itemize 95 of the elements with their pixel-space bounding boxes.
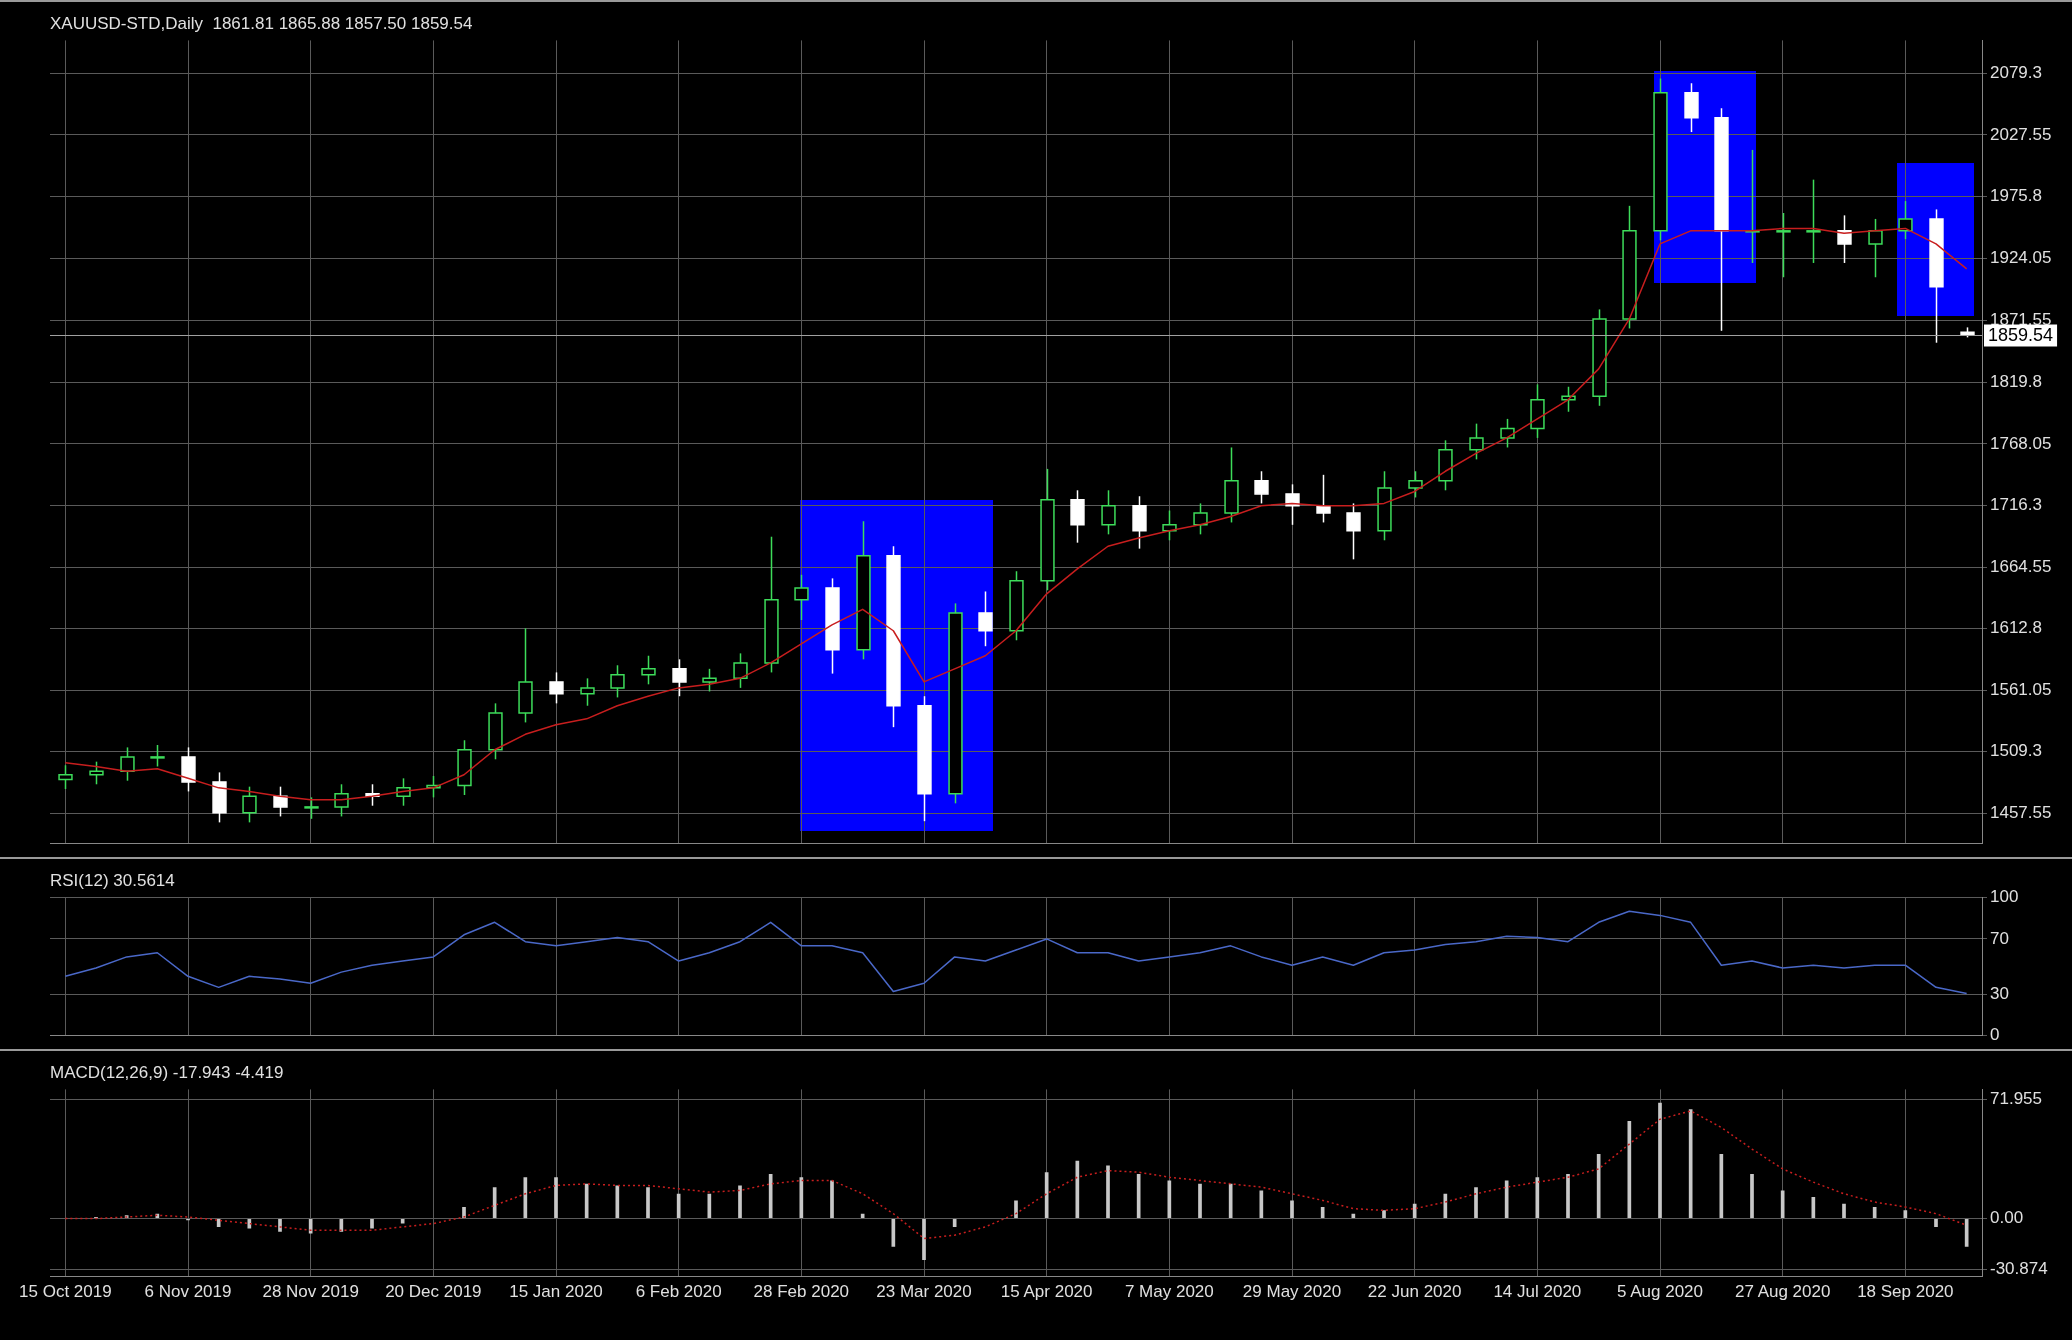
bar [1228,1183,1233,1219]
bar [308,1219,313,1234]
bar [1811,1197,1816,1219]
bar [1075,1160,1080,1219]
bar [952,1219,957,1227]
bar [922,1219,926,1261]
bar [830,1180,834,1219]
bar [799,1177,804,1219]
bar [370,1219,374,1229]
bar [1535,1177,1540,1219]
bar [584,1183,589,1219]
bar [554,1177,558,1219]
y-tick-label: 0 [1990,1025,2000,1045]
bar [492,1187,497,1219]
y-tick-label: 1768.05 [1990,433,2052,453]
bar [1320,1207,1325,1219]
x-tick-label: 28 Feb 2020 [753,1282,850,1302]
chart-title: XAUUSD-STD,Daily 1861.81 1865.88 1857.50 1859.54 [50,13,473,33]
x-tick-label: 14 Jul 2020 [1493,1282,1582,1302]
bar [1351,1213,1356,1219]
bar [1167,1180,1172,1219]
bar [1136,1173,1141,1219]
x-tick-label: 15 Apr 2020 [1000,1282,1093,1302]
bar [1658,1102,1662,1219]
bar [1474,1187,1478,1219]
x-tick-label: 6 Nov 2019 [144,1282,232,1302]
bar [1934,1219,1938,1227]
bar [1842,1203,1846,1219]
y-tick-label: 1509.3 [1990,741,2042,761]
bar [707,1193,712,1219]
x-tick-label: 7 May 2020 [1124,1282,1214,1302]
bar [1044,1172,1049,1219]
bar [676,1193,681,1219]
y-tick-label: 71.955 [1990,1089,2042,1109]
bar [1290,1200,1294,1219]
y-tick-label: 1664.55 [1990,556,2052,576]
x-tick-label: 6 Feb 2020 [635,1282,722,1302]
x-tick-label: 28 Nov 2019 [262,1282,359,1302]
bar [339,1219,344,1232]
x-tick-label: 23 Mar 2020 [876,1282,972,1302]
x-tick-label: 20 Dec 2019 [385,1282,482,1302]
bar [1504,1180,1509,1219]
y-tick-label: 100 [1990,887,2019,907]
bar [1627,1120,1632,1219]
bar [1872,1207,1877,1219]
y-tick-label: 1975.8 [1990,186,2042,206]
bar [278,1219,282,1232]
bar [1014,1200,1018,1219]
x-tick-label: 15 Oct 2019 [19,1282,112,1302]
y-tick-label: 0.00 [1990,1208,2024,1228]
bar [615,1185,620,1219]
x-tick-label: 29 May 2020 [1242,1282,1342,1302]
x-tick-label: 5 Aug 2020 [1616,1282,1704,1302]
bar [523,1177,528,1219]
bar [1412,1203,1417,1219]
y-tick-label: 70 [1990,928,2009,948]
y-tick-label: 1612.8 [1990,618,2042,638]
bar [1198,1183,1202,1219]
bar [400,1219,405,1224]
bar [1688,1109,1693,1219]
bar [1566,1173,1570,1219]
chart-title: RSI(12) 30.5614 [50,870,175,890]
bar [646,1187,650,1219]
bar [462,1207,466,1219]
x-tick-label: 18 Sep 2020 [1857,1282,1954,1302]
bar [1382,1210,1386,1219]
y-tick-label: 30 [1990,983,2009,1003]
y-tick-label: 1457.55 [1990,803,2052,823]
bar [1443,1193,1448,1219]
bar [1903,1210,1908,1219]
chart-title: MACD(12,26,9) -17.943 -4.419 [50,1062,284,1082]
bar [891,1219,896,1247]
y-tick-label: 1561.05 [1990,679,2052,699]
bar [1750,1173,1754,1219]
bar [768,1173,773,1219]
bar [247,1219,252,1229]
bar [216,1219,221,1227]
y-tick-label: 2027.55 [1990,124,2052,144]
x-tick-label: 27 Aug 2020 [1734,1282,1831,1302]
bar [1964,1219,1969,1247]
y-tick-label: 1819.8 [1990,371,2042,391]
y-tick-label: 1716.3 [1990,495,2042,515]
bar [1780,1190,1785,1219]
ref-line-label: 1859.54 [1988,325,2054,346]
y-tick-label: 1924.05 [1990,247,2052,267]
y-tick-label: 2079.3 [1990,63,2042,83]
y-tick-label: -30.874 [1990,1259,2048,1279]
bar [860,1213,865,1219]
x-tick-label: 15 Jan 2020 [509,1282,603,1302]
bar [738,1185,742,1219]
bar [1596,1154,1601,1219]
bar [1259,1190,1264,1219]
bar [1106,1165,1110,1219]
bar [1719,1154,1724,1219]
x-tick-label: 22 Jun 2020 [1367,1282,1462,1302]
